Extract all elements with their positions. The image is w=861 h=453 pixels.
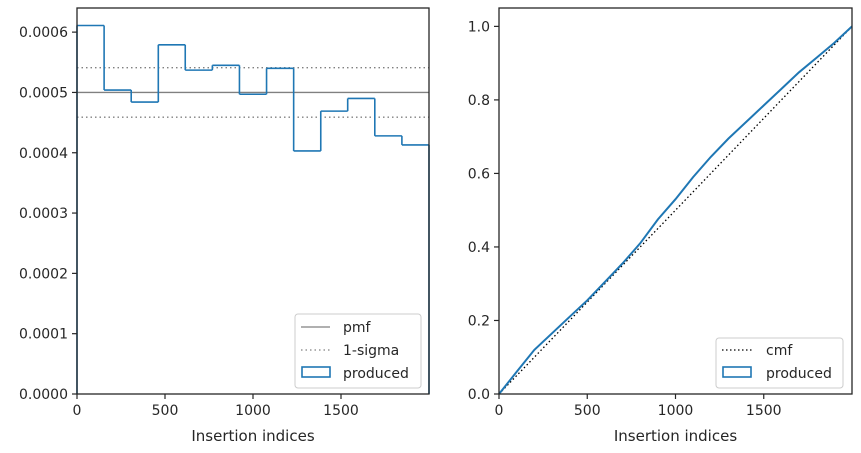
legend-produced-label: produced xyxy=(343,366,409,382)
right-panel: 0.0 0.2 0.4 0.6 0.8 1.0 0 500 1000 1500 Insertio… xyxy=(468,7,853,445)
left-legend-box xyxy=(294,313,422,389)
right-x-tick-label: 0 xyxy=(495,403,504,419)
right-x-axis-label: Insertion indices xyxy=(614,427,737,445)
left-y-tick-label: 0.0003 xyxy=(19,206,68,222)
left-y-tick-label: 0.0005 xyxy=(19,85,68,101)
left-y-tick-label: 0.0004 xyxy=(19,146,68,162)
left-x-axis-label: Insertion indices xyxy=(191,427,314,445)
left-y-tick-label: 0.0002 xyxy=(19,266,68,282)
right-x-ticks: 0 500 1000 1500 xyxy=(495,394,782,419)
right-x-tick-label: 500 xyxy=(574,403,601,419)
left-y-tick-label: 0.0001 xyxy=(19,327,68,343)
cmf-line xyxy=(498,25,853,395)
right-axes-frame xyxy=(498,7,853,395)
legend-produced-swatch xyxy=(301,366,331,378)
legend-produced-label-right: produced xyxy=(766,366,832,382)
right-y-tick-label: 1.0 xyxy=(468,19,490,35)
left-legend: pmf 1-sigma produced xyxy=(294,313,422,389)
left-y-tick-label: 0.0006 xyxy=(19,25,68,41)
right-x-tick-label: 1000 xyxy=(658,403,694,419)
left-reference-lines xyxy=(77,67,429,118)
right-y-tick-label: 0.2 xyxy=(468,313,490,329)
left-panel: 0.0000 0.0001 0.0002 0.0003 0.0004 0.0005 0.00… xyxy=(19,7,430,445)
left-x-tick-label: 1500 xyxy=(323,403,359,419)
right-legend: cmf produced xyxy=(715,337,844,389)
legend-cmf-label: cmf xyxy=(766,343,793,359)
left-x-ticks: 0 500 1000 1500 xyxy=(73,394,359,419)
right-y-tick-label: 0.0 xyxy=(468,387,490,403)
left-y-tick-label: 0.0000 xyxy=(19,387,68,403)
legend-sigma-label: 1-sigma xyxy=(343,343,399,359)
left-x-tick-label: 500 xyxy=(152,403,179,419)
left-x-tick-label: 0 xyxy=(73,403,82,419)
legend-pmf-label: pmf xyxy=(343,320,372,336)
right-y-tick-label: 0.8 xyxy=(468,93,490,109)
legend-produced-swatch-right xyxy=(722,366,752,378)
right-y-tick-label: 0.4 xyxy=(468,240,490,256)
right-y-ticks: 0.0 0.2 0.4 0.6 0.8 1.0 xyxy=(468,19,499,403)
produced-cdf-line xyxy=(498,25,853,395)
right-x-tick-label: 1500 xyxy=(746,403,782,419)
left-x-tick-label: 1000 xyxy=(235,403,271,419)
left-y-ticks: 0.0000 0.0001 0.0002 0.0003 0.0004 0.0005 0.00… xyxy=(19,25,77,403)
right-y-tick-label: 0.6 xyxy=(468,166,490,182)
right-legend-box xyxy=(715,337,844,389)
